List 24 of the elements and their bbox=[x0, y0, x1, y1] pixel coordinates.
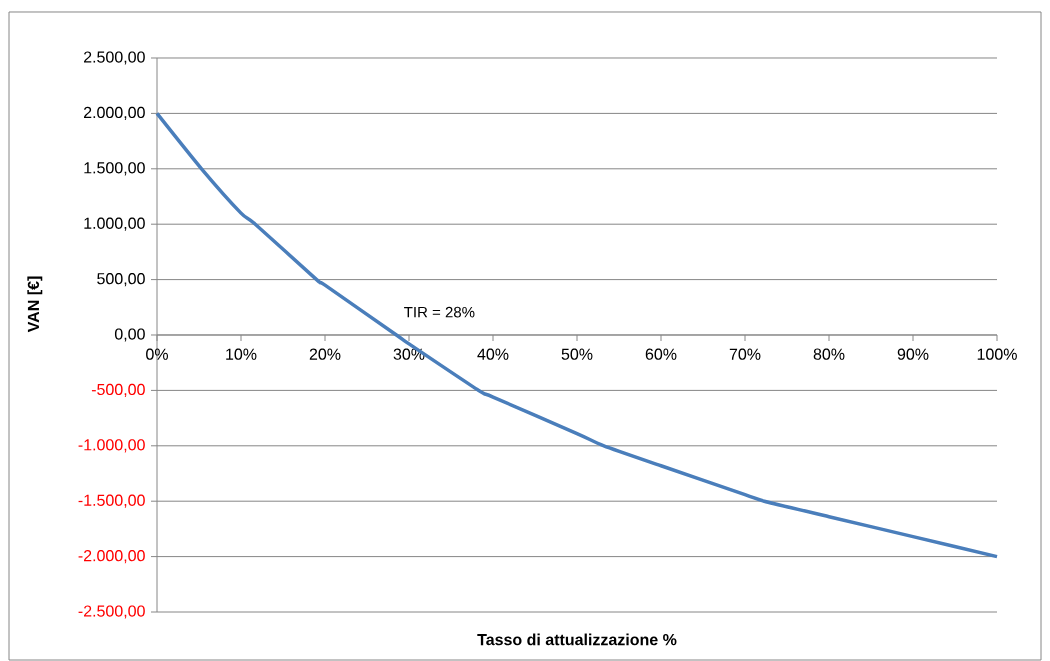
x-tick-label: 50% bbox=[561, 348, 593, 360]
y-tick-label: -1.500,00 bbox=[78, 494, 145, 508]
x-tick-label: 60% bbox=[645, 348, 677, 360]
x-tick-label: 10% bbox=[226, 348, 257, 360]
y-tick-label: 2.000,00 bbox=[84, 106, 145, 120]
x-tick-label: 80% bbox=[813, 348, 845, 360]
x-tick-label: 100% bbox=[977, 348, 1017, 360]
x-tick-label: 40% bbox=[477, 348, 509, 360]
y-tick-label: -1.000,00 bbox=[78, 439, 145, 453]
y-tick-label: 2.500,00 bbox=[84, 51, 145, 65]
y-tick-label: 1.000,00 bbox=[84, 217, 145, 231]
y-axis-title: VAN [€] bbox=[27, 276, 43, 333]
x-tick-label: 70% bbox=[729, 348, 761, 360]
annotation: TIR = 28% bbox=[404, 306, 475, 318]
y-tick-label: 500,00 bbox=[97, 272, 145, 287]
x-tick-label: 20% bbox=[309, 348, 341, 360]
y-tick-label: 1.500,00 bbox=[84, 162, 145, 176]
y-tick-label: 0,00 bbox=[114, 328, 145, 342]
y-tick-label: -500,00 bbox=[91, 383, 145, 398]
x-axis-title: Tasso di attualizzazione % bbox=[477, 633, 677, 646]
x-tick-label: 0% bbox=[146, 348, 168, 360]
y-tick-label: -2.500,00 bbox=[78, 605, 145, 619]
y-tick-label: -2.000,00 bbox=[78, 549, 145, 564]
x-tick-label: 90% bbox=[897, 348, 929, 360]
